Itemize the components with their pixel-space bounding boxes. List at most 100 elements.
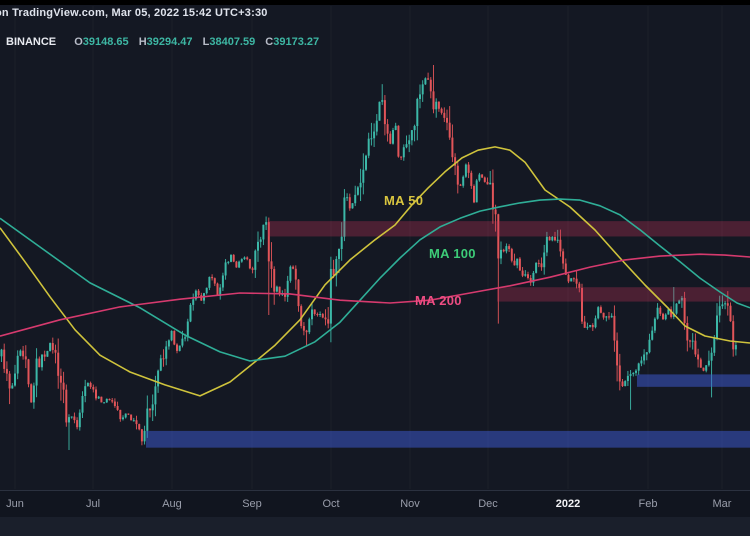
candle-down (173, 330, 176, 345)
below-axis-area (0, 517, 750, 536)
candle-down (608, 316, 610, 318)
candle-up (205, 287, 208, 294)
time-axis[interactable]: Jun Jul Aug Sep Oct Nov Dec 2022 Feb Mar (0, 490, 750, 518)
candle-up (308, 319, 311, 333)
candle-down (27, 359, 30, 385)
candle-down (659, 307, 662, 314)
candle-up (230, 254, 232, 262)
candle-down (697, 354, 700, 360)
candle-down (332, 268, 335, 276)
candle-down (729, 305, 732, 322)
candlestick-series (0, 65, 737, 451)
candle-down (621, 381, 624, 387)
candle-up (14, 373, 16, 386)
candle-down (92, 386, 95, 390)
open-label: O (74, 36, 83, 48)
candle-up (478, 174, 481, 181)
candle-up (419, 94, 421, 99)
candle-up (594, 318, 597, 328)
candle-down (302, 326, 305, 331)
candle-up (678, 300, 681, 304)
support-major-zone (146, 430, 750, 448)
candle-down (540, 263, 543, 268)
candle-down (518, 258, 521, 271)
resistance-upper-zone (268, 221, 750, 237)
candle-up (16, 355, 19, 374)
candle-up (157, 370, 160, 387)
candle-up (192, 299, 195, 305)
candle-up (589, 324, 592, 327)
candle-up (81, 396, 84, 413)
candle-up (194, 290, 197, 300)
ma200-label: MA 200 (415, 293, 462, 308)
candle-down (305, 330, 308, 333)
candle-up (78, 412, 81, 428)
candle-down (694, 340, 697, 355)
candle-up (551, 236, 554, 241)
chart-attribution: on TradingView.com, Mar 05, 2022 15:42 U… (0, 7, 268, 19)
candle-up (227, 261, 230, 263)
candle-down (176, 344, 178, 351)
candle-down (686, 322, 689, 341)
candle-down (440, 108, 443, 113)
candle-down (130, 414, 133, 421)
candle-down (521, 270, 524, 276)
candle-up (402, 147, 405, 158)
candle-down (618, 365, 621, 382)
candle-down (267, 222, 270, 262)
candle-down (200, 295, 203, 301)
candle-down (59, 375, 62, 383)
candle-down (567, 274, 570, 282)
candle-down (732, 321, 735, 350)
candle-up (178, 345, 181, 351)
candle-up (462, 176, 465, 186)
candle-up (718, 306, 721, 316)
candle-up (640, 360, 643, 364)
candle-up (626, 375, 629, 382)
candle-down (702, 367, 705, 371)
candle-up (240, 259, 243, 262)
candle-up (170, 330, 173, 341)
candle-up (186, 321, 189, 338)
candle-up (637, 363, 640, 371)
candle-down (443, 112, 446, 118)
candle-down (24, 356, 27, 360)
x-axis-label: Oct (322, 498, 340, 510)
candle-up (532, 272, 535, 283)
x-axis-label: Aug (162, 498, 182, 510)
resistance-lower-zone (497, 287, 750, 302)
candle-up (351, 203, 354, 209)
candle-down (65, 389, 68, 423)
candle-down (211, 276, 214, 279)
x-axis-label: 2022 (555, 498, 581, 510)
moving-average-lines (0, 146, 750, 397)
candle-up (35, 358, 38, 386)
candle-down (116, 406, 119, 410)
candle-up (500, 249, 502, 259)
candle-up (535, 262, 538, 273)
candle-down (473, 185, 475, 203)
candle-up (84, 386, 87, 397)
candle-up (46, 350, 49, 357)
candle-up (375, 120, 378, 132)
candle-down (140, 429, 143, 442)
candle-up (656, 307, 659, 319)
candle-down (300, 306, 303, 327)
candle-up (675, 303, 678, 314)
candle-down (248, 259, 251, 269)
candle-down (138, 424, 141, 430)
ma50-label: MA 50 (384, 193, 424, 208)
candle-up (346, 197, 349, 199)
candle-down (162, 358, 165, 360)
candle-down (689, 340, 691, 342)
close-value: 39173.27 (273, 36, 320, 48)
candle-up (635, 370, 637, 373)
candle-down (197, 290, 200, 296)
candle-down (127, 413, 130, 415)
candle-up (335, 258, 338, 276)
candle-down (51, 343, 54, 350)
candle-down (383, 100, 386, 125)
candle-down (327, 319, 330, 324)
candle-down (297, 279, 300, 307)
